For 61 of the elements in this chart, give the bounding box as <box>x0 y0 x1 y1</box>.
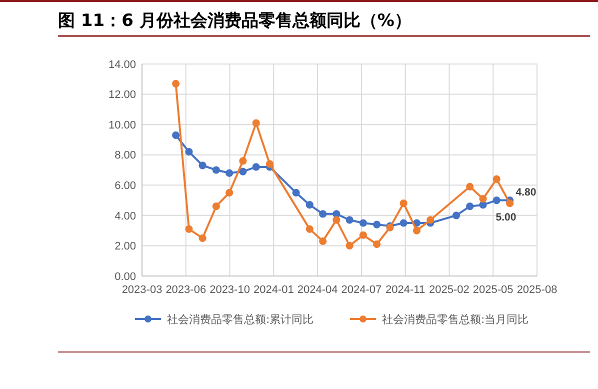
point <box>185 225 193 233</box>
y-tick-label: 6.00 <box>114 180 136 192</box>
point <box>212 166 220 174</box>
y-tick-label: 4.00 <box>114 210 136 222</box>
point <box>266 160 274 168</box>
point <box>452 212 460 220</box>
point <box>359 219 367 227</box>
chart-title: 图 11：6 月份社会消费品零售总额同比（%） <box>58 11 412 31</box>
point <box>332 216 340 224</box>
point <box>306 225 314 233</box>
x-tick-label: 2023-06 <box>166 284 206 296</box>
point <box>292 188 300 197</box>
point <box>400 200 408 208</box>
x-tick-label: 2025-08 <box>516 284 558 296</box>
point <box>226 188 234 197</box>
point <box>426 216 434 224</box>
point <box>506 200 514 208</box>
point <box>373 240 381 248</box>
point <box>346 242 354 250</box>
point <box>466 202 474 210</box>
point <box>172 131 180 139</box>
point <box>198 162 206 170</box>
legend-label: 社会消费品零售总额:当月同比 <box>382 312 529 326</box>
point <box>412 226 421 234</box>
y-tick-label: 14.00 <box>108 58 136 71</box>
x-tick-label: 2024-01 <box>253 284 294 296</box>
x-tick-label: 2025-02 <box>429 284 470 296</box>
x-tick-label: 2024-04 <box>297 284 338 296</box>
point <box>466 182 474 190</box>
data-label: 4.80 <box>516 186 536 198</box>
point <box>359 231 367 239</box>
point <box>185 148 193 156</box>
point <box>212 202 220 210</box>
x-tick-label: 2024-11 <box>386 284 426 296</box>
y-tick-label: 0.00 <box>114 270 136 283</box>
point <box>400 219 408 227</box>
point <box>319 237 327 245</box>
point <box>479 194 487 203</box>
point <box>492 175 500 183</box>
point <box>226 169 234 177</box>
y-tick-label: 10.00 <box>108 119 136 132</box>
y-tick-label: 2.00 <box>114 240 136 253</box>
point <box>306 201 314 209</box>
point <box>346 216 354 224</box>
point <box>373 220 381 228</box>
data-label: 5.00 <box>496 211 516 224</box>
point <box>239 157 247 165</box>
legend-label: 社会消费品零售总额:累计同比 <box>167 312 314 326</box>
point <box>252 119 260 127</box>
point <box>239 168 247 176</box>
point <box>172 80 180 88</box>
x-tick-label: 2023-10 <box>210 284 250 296</box>
x-tick-label: 2025-05 <box>472 284 514 296</box>
point <box>252 163 260 171</box>
y-tick-label: 12.00 <box>108 89 136 102</box>
point <box>198 234 206 242</box>
point <box>319 210 327 218</box>
point <box>492 196 500 204</box>
y-tick-label: 8.00 <box>114 150 136 162</box>
x-tick-label: 2023-03 <box>122 284 162 296</box>
x-tick-label: 2024-07 <box>341 284 382 296</box>
